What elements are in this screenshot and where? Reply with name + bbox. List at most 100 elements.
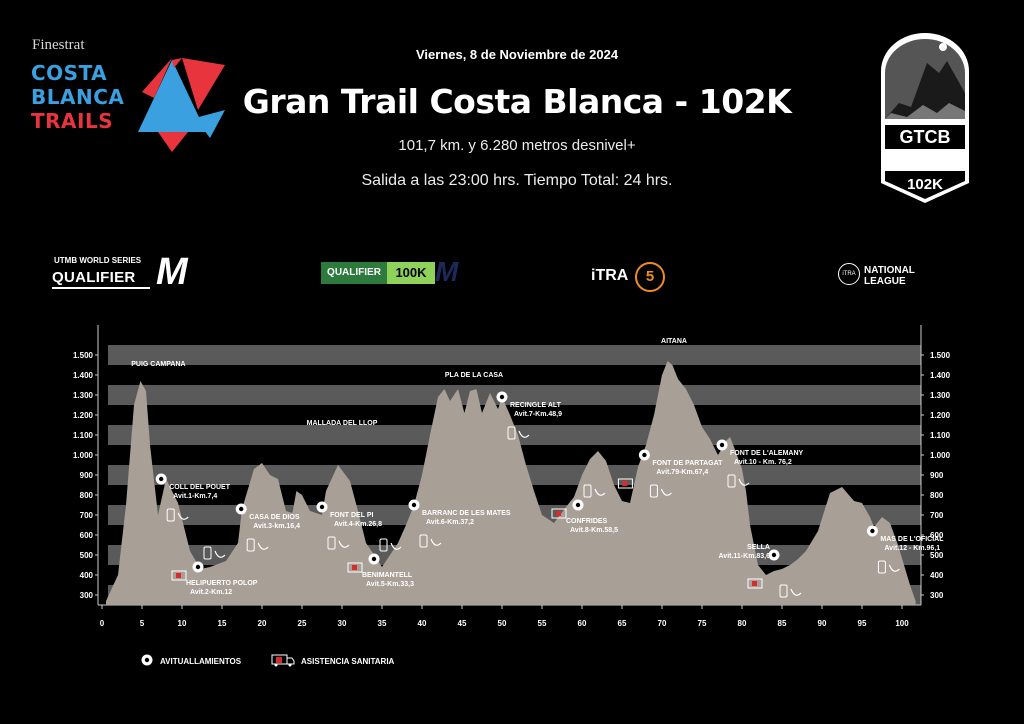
race-date: Viernes, 8 de Noviembre de 2024	[415, 47, 619, 62]
x-tick-label: 70	[658, 619, 667, 628]
y-tick-label-right: 300	[930, 591, 944, 600]
medical-cross-icon	[556, 511, 561, 516]
ambulance-icon	[171, 570, 187, 581]
x-tick-label: 15	[218, 619, 227, 628]
y-tick-label-left: 1.400	[73, 371, 94, 380]
y-tick-label-right: 1.200	[930, 411, 951, 420]
water-bottle-icon	[877, 560, 886, 574]
aid-station: FONT DE L'ALEMANY Avit.10 - Km. 76,2	[716, 439, 804, 488]
aid-marker-center	[371, 556, 377, 562]
nl-line2: LEAGUE	[864, 276, 906, 287]
aid-station-name: SELLA	[747, 544, 770, 551]
water-bottle-icon	[203, 546, 212, 560]
aid-station: FONT DEL PI Avit.4-Km.26,8	[316, 501, 382, 550]
x-tick-label: 30	[338, 619, 347, 628]
itra-logo: iTRA 5	[591, 262, 671, 292]
x-tick-label: 35	[378, 619, 387, 628]
x-tick-label: 60	[578, 619, 587, 628]
y-tick-label-right: 800	[930, 491, 944, 500]
x-tick-label: 85	[778, 619, 787, 628]
x-tick-label: 80	[738, 619, 747, 628]
medical-cross-icon	[352, 565, 357, 570]
aid-station-name: BARRANC DE LES MATES	[422, 510, 511, 517]
medical-cross-icon	[622, 481, 628, 486]
medical-cross-icon	[176, 573, 181, 578]
y-tick-label-right: 1.000	[930, 451, 951, 460]
aid-station-name: HELIPUERTO POLOP	[186, 580, 258, 587]
aid-station-name: CONFRIDES	[566, 518, 608, 525]
ambulance-icon	[551, 508, 567, 519]
banana-icon	[660, 488, 672, 496]
aid-station-detail: Avit.6-Km.37,2	[426, 519, 474, 526]
aid-station: COLL DEL POUET Avit.1-Km.7,4	[155, 473, 231, 522]
itra-points: 5	[635, 262, 665, 292]
water-bottle-icon	[419, 534, 428, 548]
aid-station-name: BENIMANTELL	[362, 572, 413, 579]
qualifier-100k-logo: QUALIFIER 100K M	[321, 256, 466, 287]
banana-icon	[177, 512, 189, 520]
aid-station-detail: Avit.2-Km.12	[190, 589, 232, 596]
aid-marker-center	[719, 442, 725, 448]
brand-finestrat: Finestrat	[32, 37, 85, 53]
y-tick-label-left: 1.500	[73, 351, 94, 360]
aid-station-name: FONT DE PARTAGAT	[652, 460, 723, 467]
y-tick-label-right: 1.300	[930, 391, 951, 400]
x-tick-label: 45	[458, 619, 467, 628]
water-bottle-icon	[327, 536, 336, 550]
national-league-logo: iTRA NATIONAL LEAGUE	[838, 260, 938, 290]
aid-station-name: CASA DE DIOS	[249, 514, 300, 521]
nl-line1: NATIONAL	[864, 265, 915, 276]
y-tick-label-right: 1.500	[930, 351, 951, 360]
aid-marker-center	[319, 504, 325, 510]
banana-icon	[738, 478, 750, 486]
aid-legend-label: AVITUALLAMIENTOS	[160, 657, 242, 666]
y-tick-label-right: 500	[930, 551, 944, 560]
y-axis-ticks: 300 300 400 400 500 500 600 600 700 700 800 800 900 9…	[73, 351, 951, 600]
x-tick-label: 50	[498, 619, 507, 628]
x-tick-label: 65	[618, 619, 627, 628]
nl-itra-mark: iTRA	[838, 263, 860, 285]
x-tick-label: 100	[895, 619, 909, 628]
x-tick-label: 25	[298, 619, 307, 628]
y-tick-label-left: 1.300	[73, 391, 94, 400]
water-bottle-icon	[379, 538, 388, 552]
aid-marker-center	[642, 452, 647, 458]
banana-icon	[257, 542, 269, 550]
aid-marker-center	[239, 506, 244, 512]
x-tick-label: 40	[418, 619, 427, 628]
peak-labels: PUIG CAMPANA MALLADA DEL LLOP PLA DE LA CA…	[131, 338, 687, 427]
peak-label: PLA DE LA CASA	[445, 372, 503, 379]
utmb-small-text: UTMB WORLD SERIES	[54, 256, 142, 265]
aid-station-detail: Avit.3-km.16,4	[253, 523, 300, 530]
aid-station-detail: Avit.7-Km.48,9	[514, 411, 562, 418]
banana-icon	[790, 588, 802, 596]
ambulance-icon	[347, 562, 363, 573]
brand-blanca: BLANCA	[31, 85, 125, 109]
aid-station-name: COLL DEL POUET	[169, 484, 231, 491]
aid-station-detail: Avit.10 - Km. 76,2	[734, 459, 792, 466]
banana-icon	[594, 488, 606, 496]
banana-icon	[888, 564, 900, 572]
utmb-m-mark: M	[156, 251, 188, 293]
peak-label: MALLADA DEL LLOP	[307, 420, 378, 427]
water-bottle-icon	[507, 426, 516, 440]
x-tick-label: 95	[858, 619, 867, 628]
y-tick-label-left: 1.100	[73, 431, 94, 440]
aid-station-detail: Avit.8-Km.58,5	[570, 527, 618, 534]
aid-station-name: FONT DEL PI	[330, 512, 373, 519]
x-tick-label: 0	[100, 619, 105, 628]
water-bottle-icon	[649, 484, 658, 498]
y-tick-label-left: 300	[80, 591, 94, 600]
badge-code: GTCB	[900, 127, 951, 147]
aid-station-name: FONT DE L'ALEMANY	[730, 450, 804, 457]
aid-marker-center	[195, 564, 201, 570]
banana-icon	[338, 540, 350, 548]
peak-label: AITANA	[661, 338, 687, 345]
x-tick-label: 75	[698, 619, 707, 628]
y-tick-label-left: 1.000	[73, 451, 94, 460]
qualifier-distance: 100K	[387, 262, 435, 284]
aid-station-detail: Avit.5-Km.33,3	[366, 581, 414, 588]
qualifier-label: QUALIFIER	[321, 262, 387, 284]
x-tick-label: 20	[258, 619, 267, 628]
